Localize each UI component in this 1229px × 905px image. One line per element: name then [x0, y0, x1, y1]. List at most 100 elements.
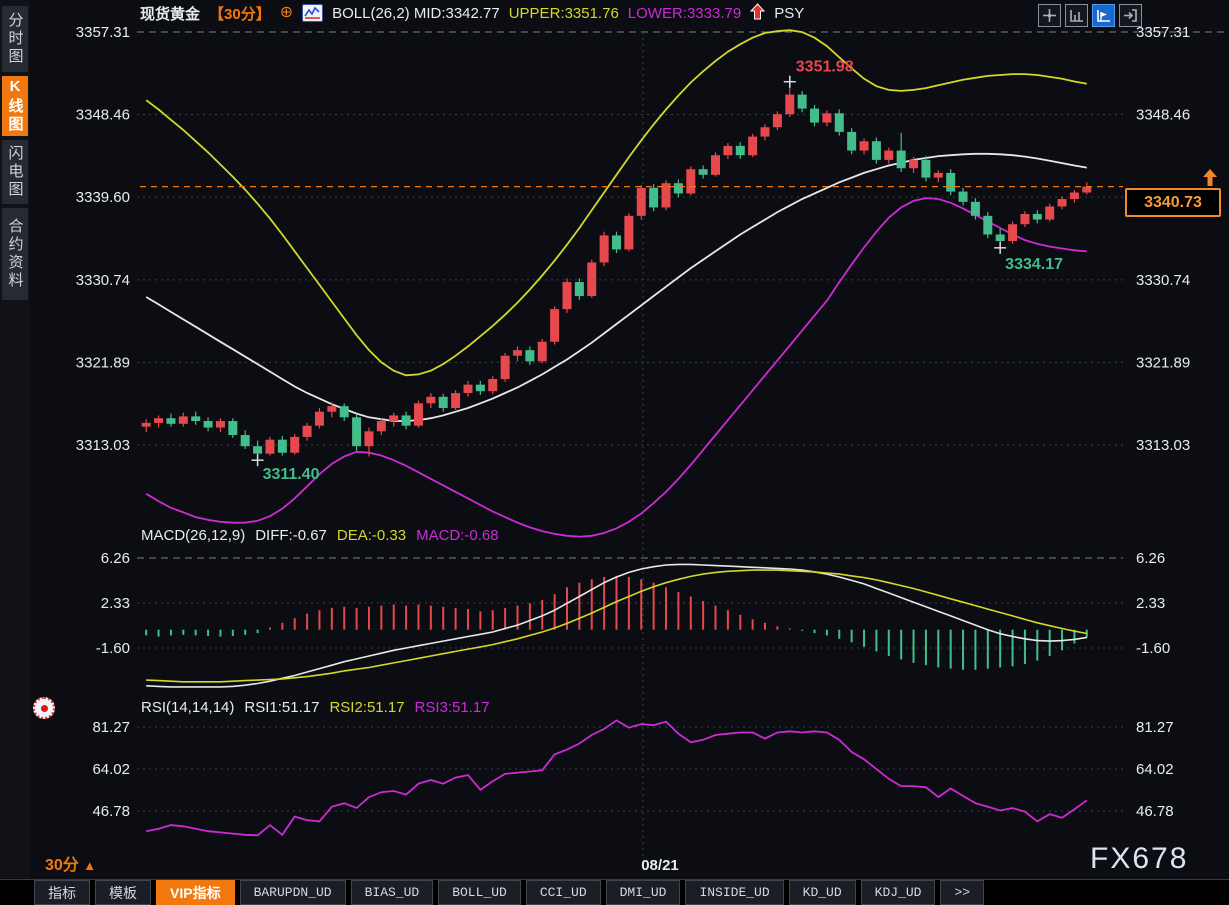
candle-body [673, 183, 683, 194]
y-axis-label-right: 3321.89 [1136, 354, 1190, 371]
candle-body [1069, 192, 1079, 200]
y-axis-label-left: 81.27 [92, 719, 130, 736]
series-line [146, 563, 1087, 688]
y-axis-label-right: 3348.46 [1136, 107, 1190, 124]
candle-body [995, 234, 1005, 242]
x-axis-date-label: 08/21 [641, 857, 679, 874]
chart-type-icon [302, 4, 324, 22]
candle-body [772, 114, 782, 128]
candle-body [711, 155, 721, 175]
candle-body [463, 384, 473, 394]
candle-body [1045, 206, 1055, 220]
candle-body [649, 187, 659, 208]
candle-body [587, 262, 597, 297]
y-axis-label-left: 46.78 [92, 803, 130, 820]
candle-body [1020, 213, 1030, 225]
sidebar-item-tick-chart[interactable]: 闪电图 [2, 140, 28, 204]
tab-kdj-ud[interactable]: KDJ_UD [860, 880, 936, 905]
candle-body [636, 187, 646, 216]
boll-lower-value: LOWER:3333.79 [627, 4, 742, 22]
candle-body [475, 384, 485, 392]
candle-body [191, 416, 201, 422]
candle-body [884, 150, 894, 160]
chart-layout-icon[interactable] [1065, 4, 1088, 27]
y-axis-label-left: 2.33 [101, 595, 130, 612]
y-axis-label-left: 3321.89 [76, 354, 130, 371]
candle-body [624, 215, 634, 250]
candle-body [859, 141, 869, 151]
y-axis-label-right: 81.27 [1136, 719, 1174, 736]
candle-body [376, 421, 386, 432]
candle-body [1008, 224, 1018, 242]
tab-dmi-ud[interactable]: DMI_UD [605, 880, 681, 905]
candle-body [265, 439, 275, 454]
up-arrow-icon [750, 2, 766, 24]
candle-body [290, 436, 300, 453]
candle-body [438, 396, 448, 408]
candle-body [958, 191, 968, 202]
candle-body [1032, 213, 1042, 220]
macd-diff-value: DIFF:-0.67 [255, 527, 327, 544]
swing-low-price-label: 3334.17 [1005, 256, 1063, 273]
tab-inside-ud[interactable]: INSIDE_UD [685, 880, 784, 905]
tab-cci-ud[interactable]: CCI_UD [525, 880, 601, 905]
candle-body [822, 113, 832, 123]
symbol-name: 现货黄金 [140, 5, 201, 23]
high-price-label: 3351.98 [796, 59, 854, 76]
tab-more[interactable]: >> [940, 880, 985, 905]
sidebar-item-time-chart[interactable]: 分时图 [2, 6, 28, 72]
candle-body [748, 136, 758, 156]
candle-body [537, 341, 547, 362]
sidebar-item-contract-info[interactable]: 合约资料 [2, 208, 28, 300]
indicator-tabbar: 指标 模板 VIP指标 BARUPDN_UD BIAS_UD BOLL_UD C… [0, 879, 1229, 905]
series-line [145, 197, 1087, 538]
chart-canvas[interactable]: 3357.313357.313348.463348.463339.603339.… [0, 0, 1229, 878]
tab-kd-ud[interactable]: KD_UD [788, 880, 856, 905]
crosshair-pan-icon[interactable] [1038, 4, 1061, 27]
candle-body [500, 355, 510, 380]
candle-body [847, 131, 857, 151]
last-price-badge: 3340.73 [1125, 188, 1221, 217]
candle-body [735, 145, 745, 156]
tab-boll-ud[interactable]: BOLL_UD [438, 880, 521, 905]
chart-layout-active-icon[interactable] [1092, 4, 1115, 27]
candle-body [178, 416, 188, 424]
y-axis-label-right: -1.60 [1136, 640, 1170, 657]
tab-vip-indicators[interactable]: VIP指标 [156, 880, 235, 905]
tab-barupdn-ud[interactable]: BARUPDN_UD [239, 880, 346, 905]
series-line [145, 152, 1087, 422]
period-label[interactable]: 【30分】 [209, 5, 271, 23]
y-axis-label-left: 3339.60 [76, 189, 130, 206]
y-axis-label-left: 64.02 [92, 761, 130, 778]
sidebar-item-candle-chart[interactable]: K线图 [2, 76, 28, 136]
y-axis-label-left: 3357.31 [76, 24, 130, 41]
candle-body [426, 396, 436, 404]
boll-upper-value: UPPER:3351.76 [508, 4, 619, 22]
period-selector[interactable]: 30分 ▲ [45, 857, 97, 874]
exit-fullscreen-icon[interactable] [1119, 4, 1142, 27]
sidebar-item-label: 分时图 [6, 12, 24, 66]
tab-indicators[interactable]: 指标 [34, 880, 90, 905]
candle-body [785, 94, 795, 115]
add-indicator-icon[interactable]: ⊕ [279, 4, 294, 21]
tab-templates[interactable]: 模板 [95, 880, 151, 905]
sidebar-item-label: K线图 [6, 78, 24, 134]
candle-body [389, 415, 399, 422]
tab-bias-ud[interactable]: BIAS_UD [350, 880, 434, 905]
y-axis-label-left: 3330.74 [76, 272, 130, 289]
macd-pane-header: MACD(26,12,9) DIFF:-0.67 DEA:-0.33 MACD:… [141, 527, 499, 544]
candle-body [525, 350, 535, 362]
y-axis-label-right: 64.02 [1136, 761, 1174, 778]
candle-body [1057, 199, 1067, 207]
sidebar-item-label: 闪电图 [6, 145, 24, 199]
boll-indicator-label: BOLL(26,2) MID:3342.77 [332, 4, 500, 22]
candle-body [983, 215, 993, 235]
candle-body [401, 415, 411, 426]
candle-body [599, 235, 609, 263]
y-axis-label-right: 3357.31 [1136, 24, 1190, 41]
candle-body [661, 183, 671, 208]
candle-body [550, 309, 560, 342]
macd-dea-value: DEA:-0.33 [336, 527, 407, 544]
fx678-watermark: FX678 [1090, 842, 1189, 875]
